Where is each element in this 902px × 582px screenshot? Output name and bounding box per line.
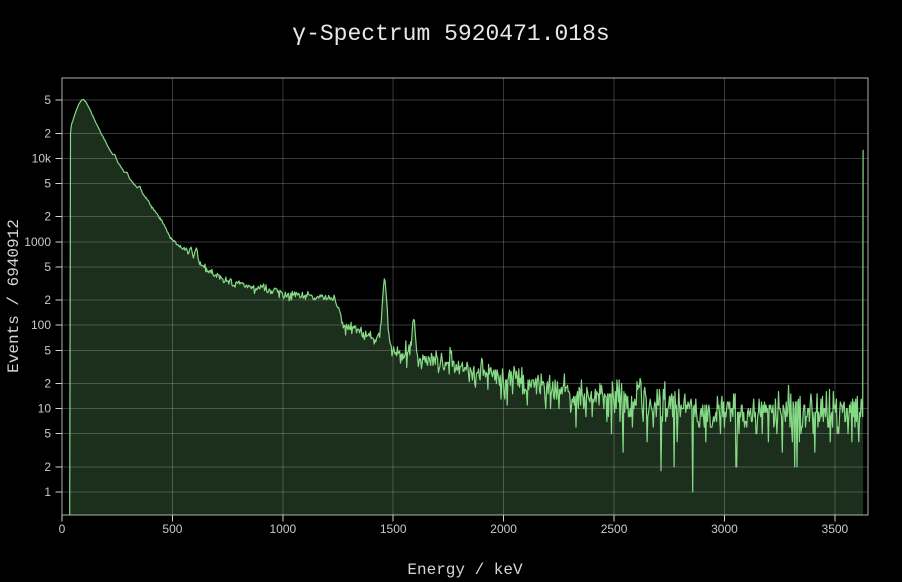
x-axis-tick-labels: 0 500 1000 1500 2000 2500 3000 3500: [59, 522, 849, 536]
axis-tick-marks: [55, 99, 836, 522]
y-axis-tick-labels: 1 2 5 10 2 5 100 2 5 1000 2 5 10k 2 5: [24, 93, 52, 499]
x-tick-label: 2000: [490, 522, 517, 536]
y-tick-label: 1000: [24, 235, 51, 249]
grid-lines: [61, 78, 868, 515]
y-tick-label: 5: [44, 176, 51, 190]
y-tick-label: 5: [44, 343, 51, 357]
x-tick-label: 0: [59, 522, 66, 536]
spectrum-line: [69, 99, 864, 516]
spectrum-fill: [69, 99, 864, 515]
x-tick-label: 1500: [380, 522, 407, 536]
y-tick-label: 10: [38, 402, 52, 416]
x-tick-label: 1000: [269, 522, 296, 536]
y-tick-label: 2: [44, 376, 51, 390]
y-tick-label: 2: [44, 460, 51, 474]
y-axis-label: Events / 6940912: [5, 219, 23, 373]
y-tick-label: 2: [44, 293, 51, 307]
x-tick-label: 3500: [822, 522, 849, 536]
x-tick-label: 3000: [711, 522, 738, 536]
y-tick-label: 5: [44, 260, 51, 274]
y-tick-label: 2: [44, 210, 51, 224]
y-tick-label: 100: [31, 318, 51, 332]
y-tick-label: 5: [44, 93, 51, 107]
y-tick-label: 5: [44, 427, 51, 441]
x-tick-label: 2500: [601, 522, 628, 536]
y-tick-label: 2: [44, 126, 51, 140]
x-axis-label: Energy / keV: [407, 561, 523, 579]
chart-title: γ-Spectrum 5920471.018s: [292, 21, 609, 47]
plot-border: [61, 77, 869, 516]
y-tick-label: 1: [44, 485, 51, 499]
x-tick-label: 500: [162, 522, 182, 536]
y-tick-label: 10k: [32, 151, 52, 165]
